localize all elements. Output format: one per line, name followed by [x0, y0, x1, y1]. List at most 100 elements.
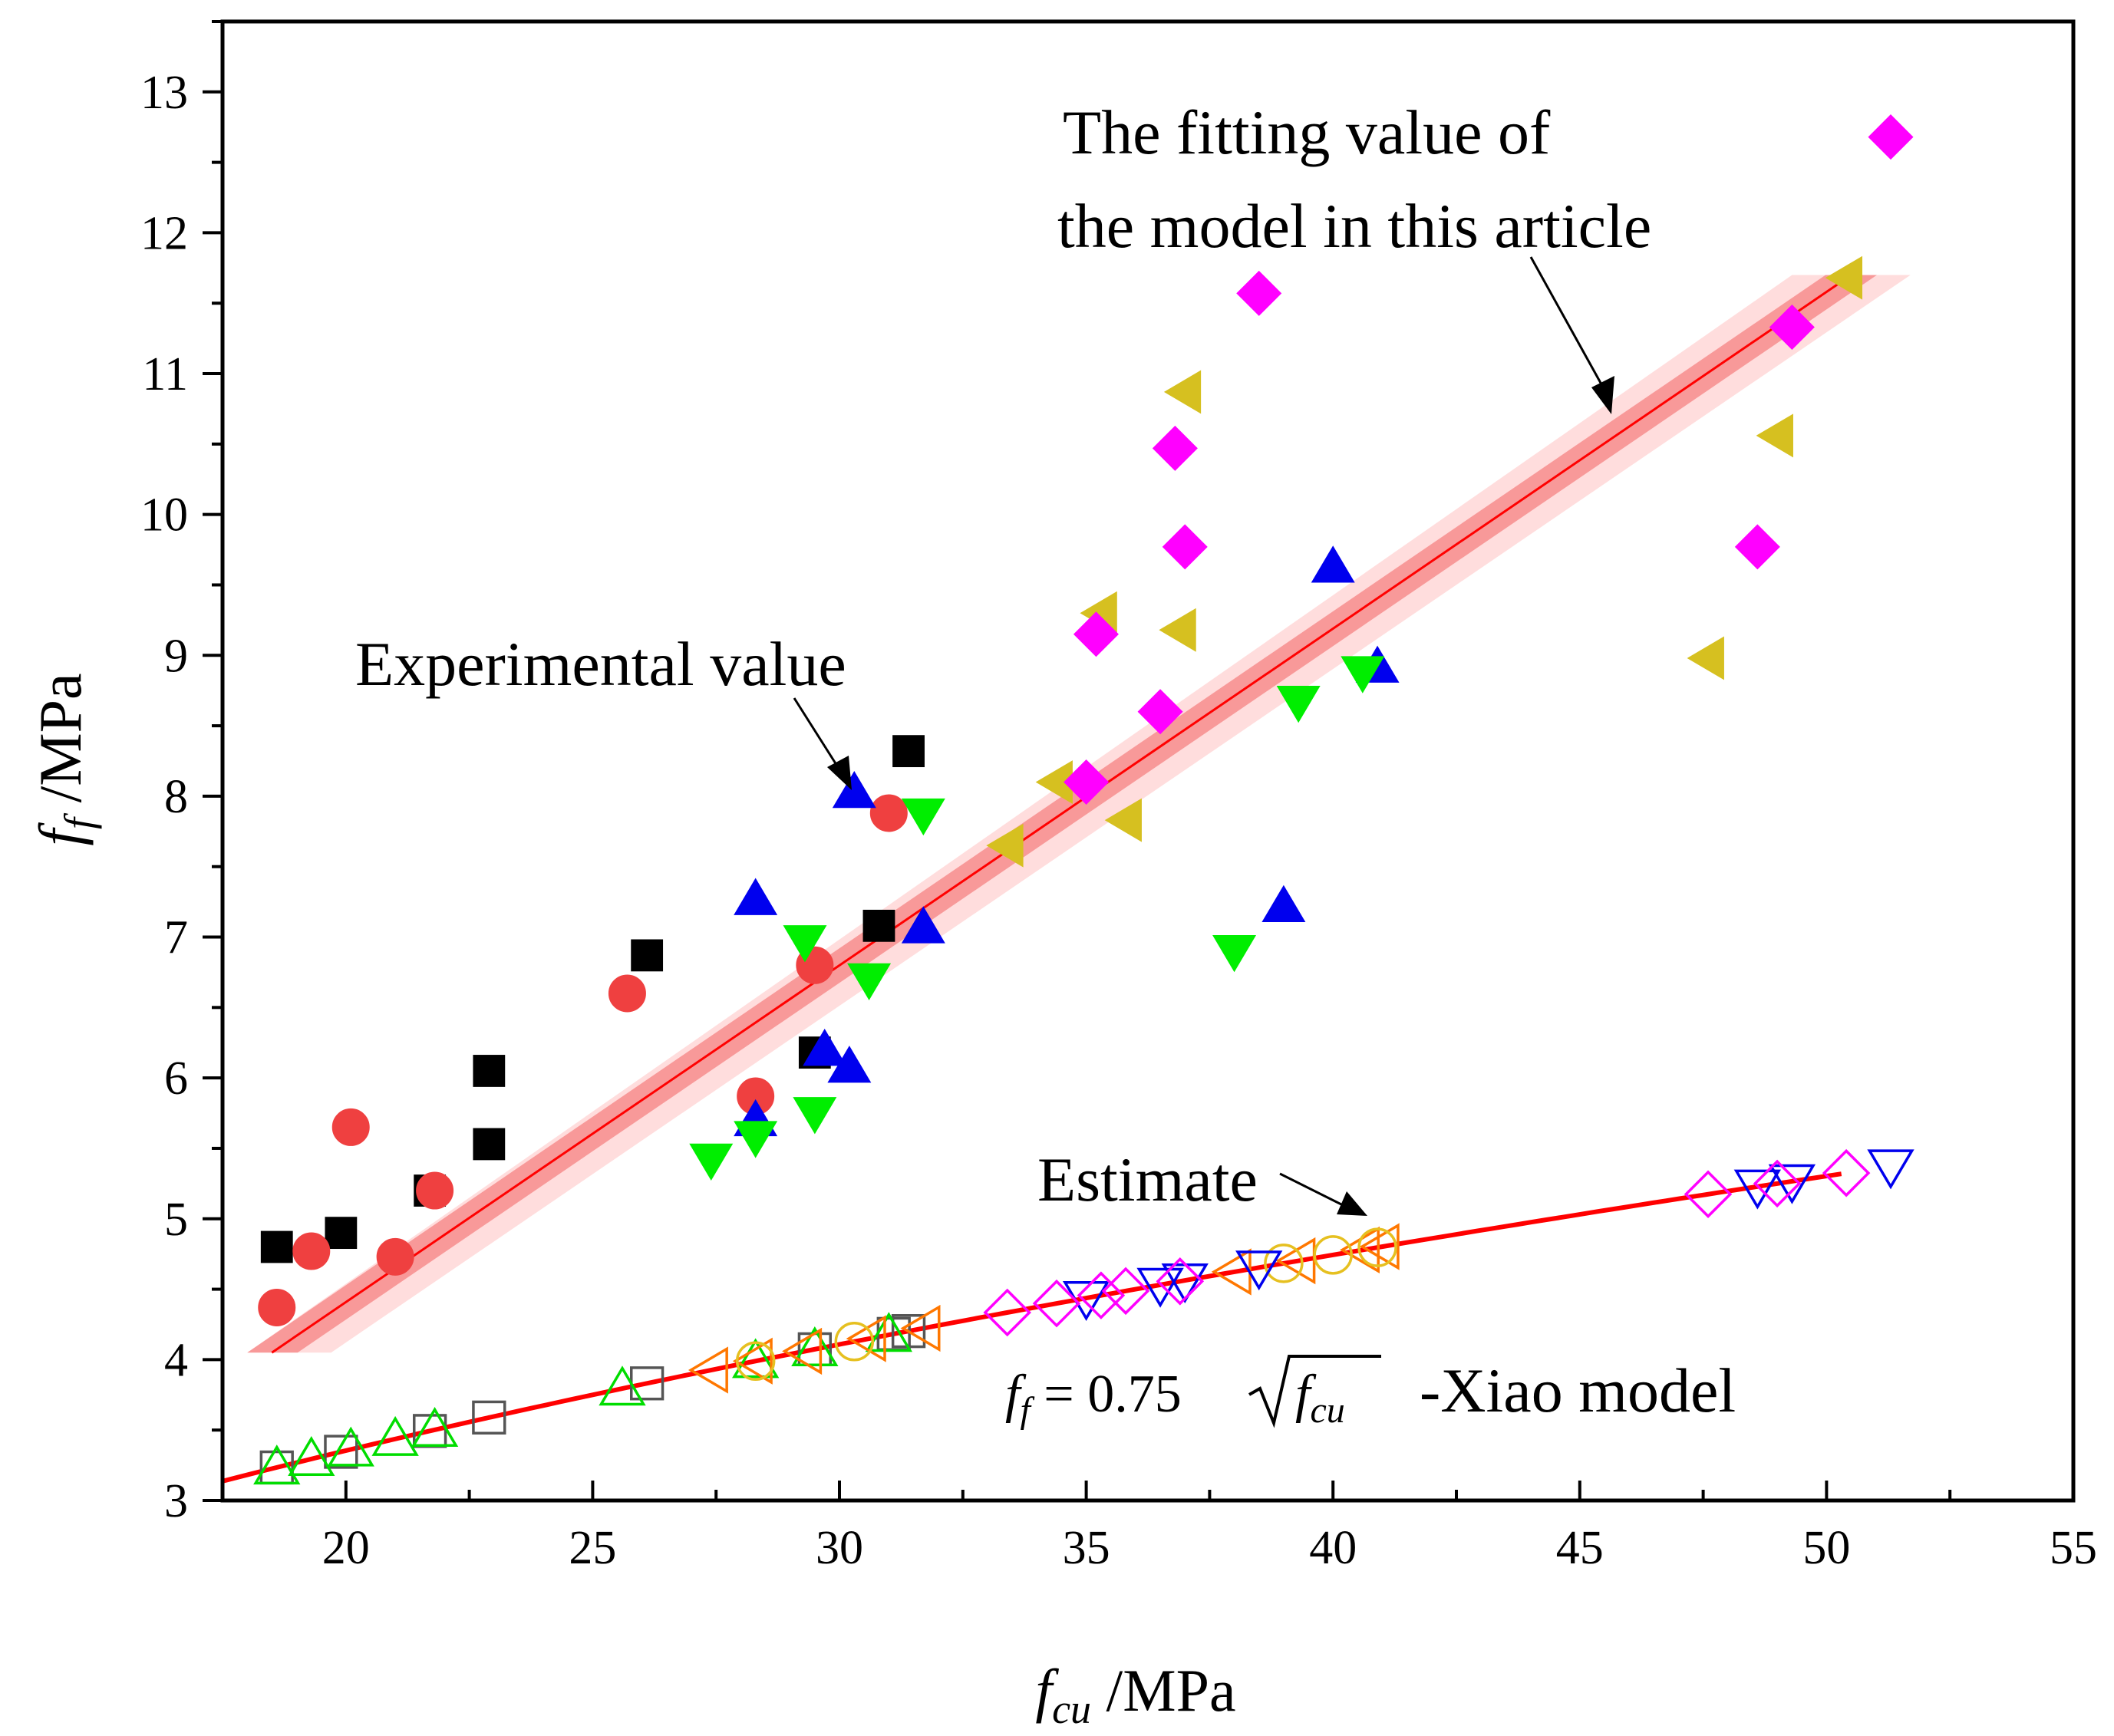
data-point-series-2: [376, 1237, 414, 1276]
x-tick-label: 30: [816, 1522, 863, 1574]
xiao-formula: ff = 0.75: [1005, 1365, 1182, 1431]
estimate-point-estimate-4: [1264, 1244, 1304, 1283]
x-tick-label: 45: [1556, 1522, 1604, 1574]
y-tick-label: 12: [140, 207, 188, 259]
estimate-point-estimate-4: [1357, 1227, 1397, 1267]
estimate-point-estimate-1: [472, 1400, 506, 1435]
data-point-series-6: [1073, 611, 1119, 657]
estimate-markers: [253, 1148, 1914, 1485]
data-point-series-5: [986, 823, 1024, 868]
data-point-series-4: [847, 963, 892, 1000]
estimate-point-estimate-2: [599, 1365, 646, 1406]
y-tick-label: 5: [164, 1194, 188, 1246]
data-point-series-4: [901, 798, 945, 836]
estimate-point-estimate-2: [865, 1312, 912, 1352]
data-point-series-6: [1152, 425, 1198, 471]
x-tick-label: 40: [1309, 1522, 1357, 1574]
estimate-point-estimate-2: [288, 1436, 335, 1477]
x-axis-title: fcu /MPa: [1035, 1657, 1235, 1732]
estimate-point-estimate-5: [1768, 1164, 1816, 1204]
experimental-markers: [258, 114, 1914, 1326]
data-point-series-1: [862, 909, 895, 942]
data-point-series-2: [258, 1288, 296, 1326]
estimate-point-estimate-2: [371, 1415, 419, 1456]
x-tick-label: 35: [1063, 1522, 1110, 1574]
y-tick-label: 8: [164, 771, 188, 823]
data-point-series-1: [473, 1055, 506, 1087]
x-tick-label: 20: [322, 1522, 370, 1574]
estimate-point-estimate-3: [900, 1304, 941, 1352]
data-point-series-4: [793, 1097, 837, 1135]
x-tick-label: 55: [2050, 1522, 2097, 1574]
fit-annotation-line-2: the model in this article: [1057, 191, 1651, 261]
estimate-point-estimate-6: [1077, 1271, 1126, 1319]
estimate-point-estimate-6: [1822, 1148, 1871, 1197]
estimate-point-estimate-2: [791, 1326, 839, 1367]
estimate-point-estimate-3: [1359, 1223, 1400, 1270]
fit-band-outer: [247, 275, 1911, 1353]
xiao-model-curve: [223, 1171, 1842, 1484]
data-point-series-4: [1212, 934, 1257, 973]
data-point-series-2: [416, 1171, 454, 1210]
y-tick-label: 7: [164, 912, 188, 964]
x-tick-label: 50: [1802, 1522, 1850, 1574]
data-point-series-1: [892, 735, 925, 768]
y-tick-label: 11: [142, 348, 188, 400]
estimate-point-estimate-6: [1101, 1267, 1150, 1316]
plot-frame: [220, 19, 2076, 1503]
estimate-point-estimate-1: [324, 1435, 358, 1469]
data-point-series-6: [1868, 114, 1914, 160]
estimate-point-estimate-6: [983, 1288, 1031, 1337]
data-point-series-5: [1687, 636, 1724, 680]
arrow-fit: [1529, 256, 1614, 414]
fit-line: [271, 274, 1852, 1354]
data-point-series-4: [1341, 656, 1385, 693]
estimate-point-estimate-5: [1136, 1267, 1184, 1308]
estimate-point-estimate-2: [327, 1426, 374, 1467]
data-point-series-2: [331, 1108, 370, 1146]
y-tick-label: 10: [140, 489, 188, 542]
estimate-point-estimate-5: [1235, 1250, 1283, 1291]
data-point-series-3: [803, 1029, 847, 1066]
arrow-estimate: [1279, 1172, 1367, 1216]
data-point-series-2: [869, 794, 908, 832]
y-tick-label: 4: [164, 1334, 188, 1386]
estimate-point-estimate-3: [732, 1337, 773, 1385]
data-point-series-4: [1276, 685, 1321, 723]
estimate-point-estimate-6: [1753, 1159, 1802, 1208]
data-point-series-4: [689, 1143, 734, 1181]
data-point-series-2: [608, 974, 646, 1013]
data-point-series-1: [325, 1217, 358, 1250]
data-point-series-3: [1311, 545, 1355, 583]
experimental-annotation: Experimental value: [355, 629, 846, 699]
y-axis-title: ff /MPa: [27, 673, 102, 845]
data-point-series-3: [827, 1046, 872, 1083]
data-point-series-1: [631, 939, 664, 972]
data-point-series-5: [1163, 370, 1202, 414]
formula-sqrt-sign: [1248, 1355, 1381, 1428]
estimate-point-estimate-2: [411, 1407, 459, 1448]
data-point-series-3: [734, 878, 778, 915]
y-tick-label: 13: [140, 67, 188, 119]
data-point-series-3: [1261, 884, 1306, 923]
estimate-point-estimate-2: [731, 1338, 780, 1379]
data-point-series-6: [1162, 524, 1208, 570]
data-point-series-2: [292, 1232, 331, 1270]
data-point-series-1: [473, 1128, 506, 1161]
xiao-model-label: -Xiao model: [1420, 1356, 1736, 1425]
data-point-series-5: [1104, 798, 1142, 842]
data-point-series-4: [734, 1121, 778, 1158]
data-point-series-5: [1159, 608, 1196, 652]
estimate-annotation: Estimate: [1037, 1145, 1258, 1214]
estimate-point-estimate-4: [834, 1322, 875, 1362]
estimate-point-estimate-3: [782, 1327, 823, 1375]
fit-annotation-line-1: The fitting value of: [1063, 97, 1551, 167]
estimate-point-estimate-6: [1156, 1257, 1205, 1306]
estimate-point-estimate-3: [688, 1346, 728, 1394]
data-point-series-1: [260, 1230, 293, 1263]
estimate-point-estimate-4: [735, 1341, 776, 1381]
estimate-point-estimate-4: [1313, 1235, 1353, 1275]
estimate-point-estimate-2: [253, 1444, 301, 1485]
